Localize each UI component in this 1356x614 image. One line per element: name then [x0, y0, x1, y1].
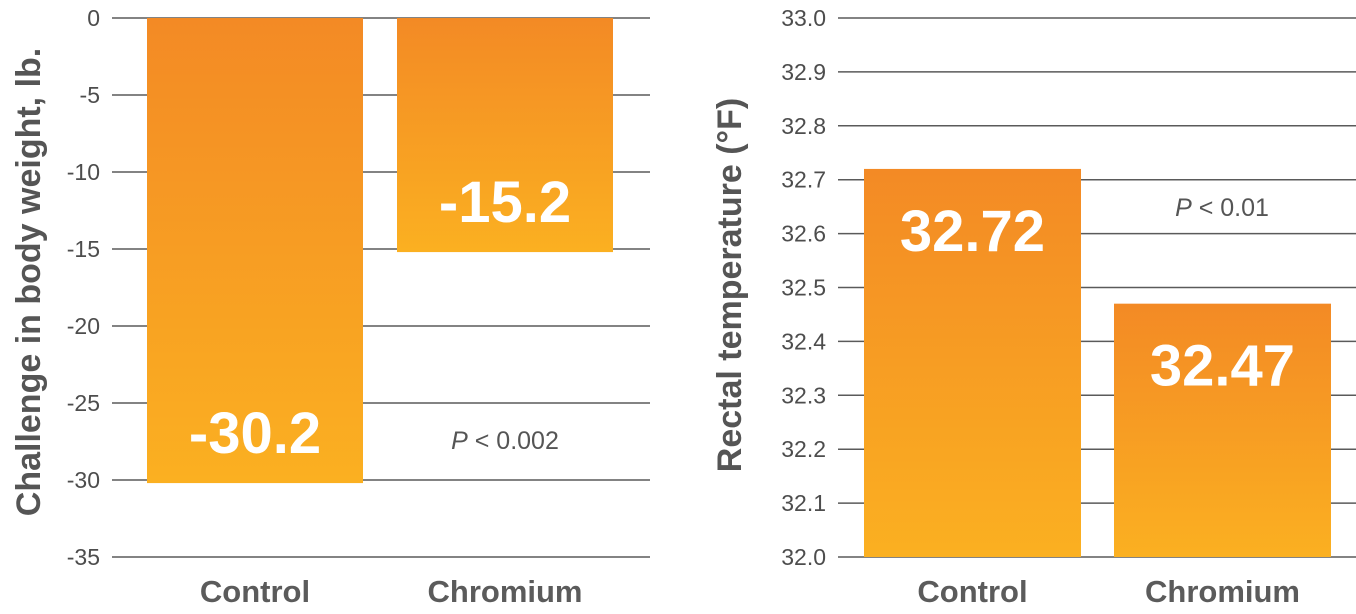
y-tick-label: -25 — [67, 390, 100, 416]
x-tick-labels: Control Chromium — [917, 574, 1300, 609]
y-tick-label: -30 — [67, 467, 100, 493]
bars — [147, 18, 613, 484]
p-value-annotation: P < 0.01 — [1175, 194, 1269, 222]
y-tick-label: 32.5 — [781, 275, 826, 301]
x-tick-label: Chromium — [428, 574, 583, 609]
y-tick-label: 32.3 — [781, 382, 826, 408]
data-labels: -30.2 -15.2 — [189, 170, 571, 466]
y-tick-label: 32.6 — [781, 221, 826, 247]
x-tick-label: Chromium — [1145, 574, 1300, 609]
x-tick-label: Control — [200, 574, 310, 609]
chart-left: 0 -5 -10 -15 -20 -25 -30 -35 -30.2 -15.2 Control… — [10, 5, 650, 609]
y-tick-label: 0 — [87, 5, 100, 31]
y-axis-label: Rectal temperature (°F) — [711, 98, 749, 472]
y-tick-label: 32.0 — [781, 544, 826, 570]
bars — [864, 168, 1331, 558]
data-label: -15.2 — [439, 170, 571, 235]
y-tick-labels: 33.0 32.9 32.8 32.7 32.6 32.5 32.4 32.3 32.2 32.1… — [781, 5, 826, 570]
chart-right: 33.0 32.9 32.8 32.7 32.6 32.5 32.4 32.3 32.2 32.1… — [711, 5, 1356, 609]
x-tick-label: Control — [917, 574, 1027, 609]
bar-chromium — [397, 18, 613, 253]
data-label: 32.72 — [900, 199, 1045, 264]
y-tick-label: -5 — [80, 82, 100, 108]
y-tick-label: -10 — [67, 159, 100, 185]
y-tick-label: 32.7 — [781, 167, 826, 193]
data-label: -30.2 — [189, 401, 321, 466]
y-tick-label: -35 — [67, 544, 100, 570]
x-tick-labels: Control Chromium — [200, 574, 583, 609]
p-value-annotation: P < 0.002 — [451, 427, 559, 455]
bar-control — [864, 168, 1081, 558]
y-tick-label: 32.1 — [781, 490, 826, 516]
y-tick-label: 32.9 — [781, 59, 826, 85]
bar-chromium — [1114, 303, 1331, 557]
y-tick-label: -20 — [67, 313, 100, 339]
data-label: 32.47 — [1150, 334, 1295, 399]
bar-control — [147, 18, 363, 484]
y-axis-label: Challenge in body weight, lb. — [10, 48, 48, 516]
y-tick-label: 32.4 — [781, 328, 826, 354]
data-labels: 32.72 32.47 — [900, 199, 1295, 399]
y-tick-labels: 0 -5 -10 -15 -20 -25 -30 -35 — [67, 5, 100, 570]
y-tick-label: 32.8 — [781, 113, 826, 139]
y-tick-label: 33.0 — [781, 5, 826, 31]
y-tick-label: -15 — [67, 236, 100, 262]
y-tick-label: 32.2 — [781, 436, 826, 462]
